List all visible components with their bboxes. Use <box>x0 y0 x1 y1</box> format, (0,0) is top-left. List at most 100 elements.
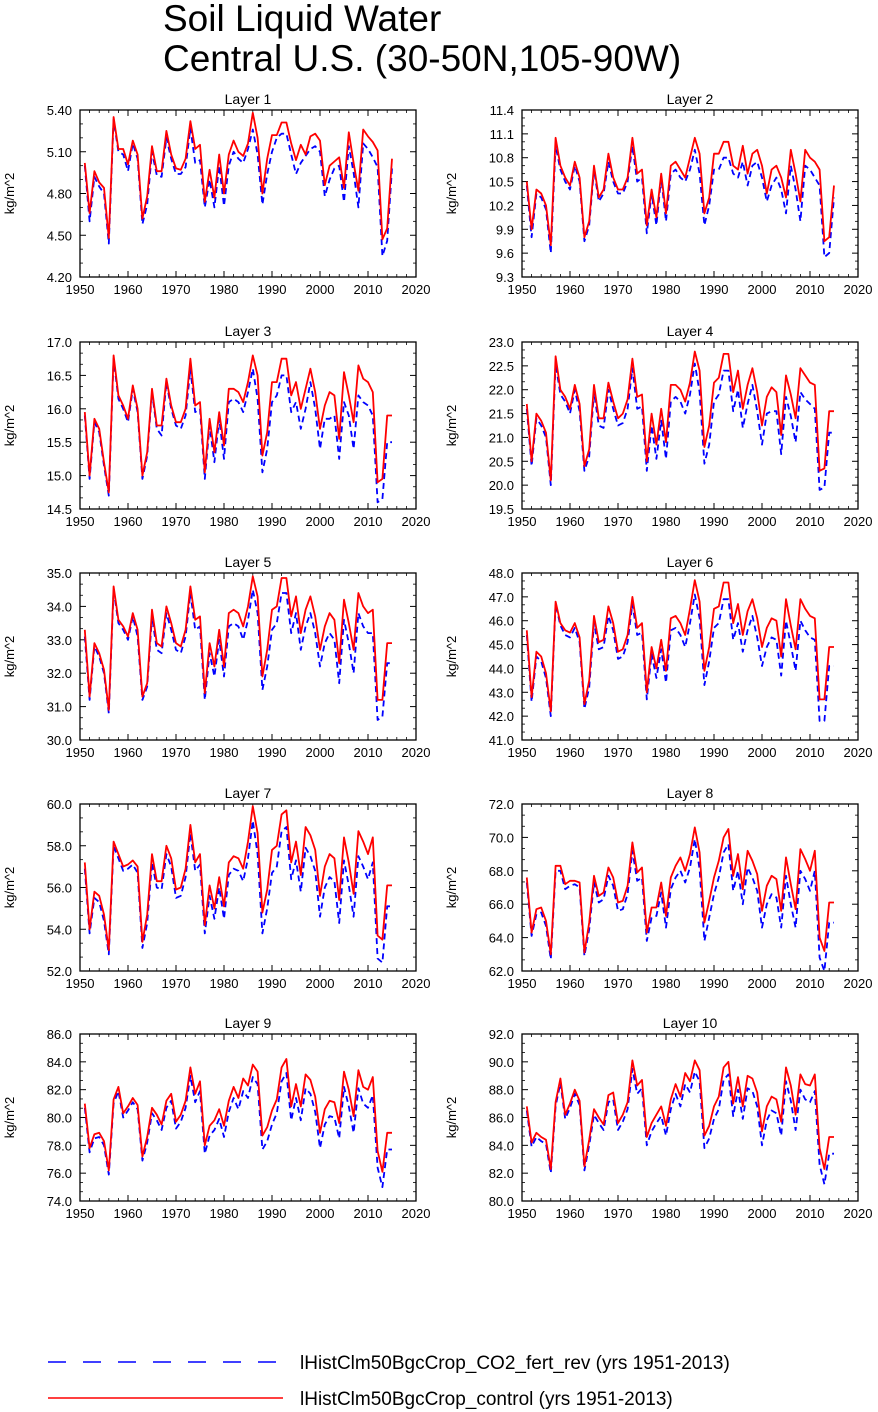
x-tick-label: 2010 <box>354 976 383 991</box>
x-tick-label: 1970 <box>604 282 633 297</box>
y-axis-label: kg/m^2 <box>444 867 459 909</box>
x-tick-label: 1950 <box>508 976 537 991</box>
panel-title: Layer 5 <box>225 554 272 570</box>
x-tick-label: 1990 <box>258 1206 287 1221</box>
panel-layer-2: Layer 2 kg/m^2 1950 1960 1970 1980 1990 2000 201… <box>444 91 872 297</box>
x-tick-label: 1970 <box>162 1206 191 1221</box>
x-tick-label: 1960 <box>114 1206 143 1221</box>
y-tick-label: 35.0 <box>47 566 72 581</box>
y-tick-label: 52.0 <box>47 964 72 979</box>
y-tick-label: 30.0 <box>47 733 72 748</box>
y-tick-label: 9.9 <box>496 222 514 237</box>
y-tick-label: 23.0 <box>489 335 514 350</box>
series-line-co2-fert-rev <box>525 1067 834 1186</box>
series-line-co2-fert-rev <box>525 593 834 722</box>
y-tick-label: 15.5 <box>47 435 72 450</box>
y-tick-label: 60.0 <box>47 797 72 812</box>
y-tick-label: 21.0 <box>489 430 514 445</box>
x-tick-label: 1960 <box>114 976 143 991</box>
y-tick-label: 10.8 <box>489 151 514 166</box>
x-tick-label: 1970 <box>604 976 633 991</box>
x-tick-label: 1990 <box>700 1206 729 1221</box>
x-tick-label: 1980 <box>210 1206 239 1221</box>
x-tick-label: 1950 <box>66 745 95 760</box>
x-tick-label: 2010 <box>796 282 825 297</box>
x-tick-label: 1980 <box>210 514 239 529</box>
x-tick-label: 2000 <box>306 1206 335 1221</box>
y-tick-label: 32.0 <box>47 666 72 681</box>
x-tick-label: 2000 <box>306 514 335 529</box>
y-tick-label: 72.0 <box>489 797 514 812</box>
x-tick-label: 1990 <box>258 745 287 760</box>
x-tick-label: 2020 <box>844 514 873 529</box>
series-line-co2-fert-rev <box>83 357 392 504</box>
figure-title-line-2: Central U.S. (30-50N,105-90W) <box>163 38 682 79</box>
x-tick-label: 1970 <box>604 514 633 529</box>
y-tick-label: 11.1 <box>490 127 514 142</box>
y-tick-label: 20.5 <box>489 454 514 469</box>
plot-frame <box>79 109 417 278</box>
panel-layer-4: Layer 4 kg/m^2 1950 1960 1970 1980 1990 2000 201… <box>444 323 872 529</box>
y-axis-label: kg/m^2 <box>2 173 17 215</box>
series-line-control <box>83 1058 392 1173</box>
x-tick-label: 1990 <box>700 514 729 529</box>
x-tick-label: 2020 <box>402 1206 431 1221</box>
y-tick-label: 74.0 <box>47 1194 72 1209</box>
y-tick-label: 33.0 <box>47 633 72 648</box>
y-tick-label: 44.0 <box>489 661 514 676</box>
series-line-control <box>525 826 834 956</box>
plot-frame <box>79 341 417 510</box>
x-tick-label: 1950 <box>66 976 95 991</box>
x-tick-label: 1980 <box>652 282 681 297</box>
series-line-co2-fert-rev <box>83 819 392 964</box>
y-tick-label: 80.0 <box>489 1194 514 1209</box>
y-tick-label: 5.40 <box>47 103 72 118</box>
y-tick-label: 19.5 <box>489 502 514 517</box>
series-line-control <box>83 354 392 494</box>
x-tick-label: 1960 <box>556 976 585 991</box>
y-tick-label: 66.0 <box>489 897 514 912</box>
y-axis-label: kg/m^2 <box>444 1097 459 1139</box>
x-tick-label: 1950 <box>66 282 95 297</box>
x-tick-label: 1950 <box>508 745 537 760</box>
y-tick-label: 22.5 <box>489 359 514 374</box>
y-axis-label: kg/m^2 <box>444 173 459 215</box>
y-tick-label: 84.0 <box>489 1138 514 1153</box>
x-tick-label: 1980 <box>210 976 239 991</box>
series-line-co2-fert-rev <box>83 118 393 258</box>
series-line-control <box>83 575 392 711</box>
x-tick-label: 2000 <box>306 976 335 991</box>
x-tick-label: 2000 <box>748 1206 777 1221</box>
figure-title-line-1: Soil Liquid Water <box>163 0 442 39</box>
panel-title: Layer 6 <box>667 554 714 570</box>
x-tick-label: 1960 <box>114 514 143 529</box>
y-tick-label: 10.5 <box>489 175 514 190</box>
y-tick-label: 20.0 <box>489 478 514 493</box>
x-tick-label: 2020 <box>402 282 431 297</box>
y-axis-label: kg/m^2 <box>444 636 459 678</box>
y-tick-label: 70.0 <box>489 830 514 845</box>
x-tick-label: 1970 <box>162 745 191 760</box>
y-tick-label: 64.0 <box>489 931 514 946</box>
y-tick-label: 16.0 <box>47 402 72 417</box>
y-axis-label: kg/m^2 <box>444 405 459 447</box>
x-tick-label: 2010 <box>354 514 383 529</box>
x-tick-label: 1970 <box>162 976 191 991</box>
y-tick-label: 68.0 <box>489 864 514 879</box>
x-tick-label: 1980 <box>652 745 681 760</box>
y-tick-label: 21.5 <box>489 407 514 422</box>
x-tick-label: 1980 <box>652 514 681 529</box>
x-tick-label: 1990 <box>700 282 729 297</box>
x-tick-label: 1970 <box>604 1206 633 1221</box>
panel-title: Layer 8 <box>667 785 714 801</box>
y-axis-label: kg/m^2 <box>2 636 17 678</box>
x-tick-label: 1960 <box>556 282 585 297</box>
y-tick-label: 88.0 <box>489 1083 514 1098</box>
x-tick-label: 2010 <box>354 282 383 297</box>
panel-layer-3: Layer 3 kg/m^2 1950 1960 1970 1980 1990 2000 201… <box>2 323 430 529</box>
x-tick-label: 1970 <box>162 514 191 529</box>
plot-frame <box>521 803 859 972</box>
series-line-control <box>525 579 834 713</box>
y-tick-label: 41.0 <box>489 733 514 748</box>
